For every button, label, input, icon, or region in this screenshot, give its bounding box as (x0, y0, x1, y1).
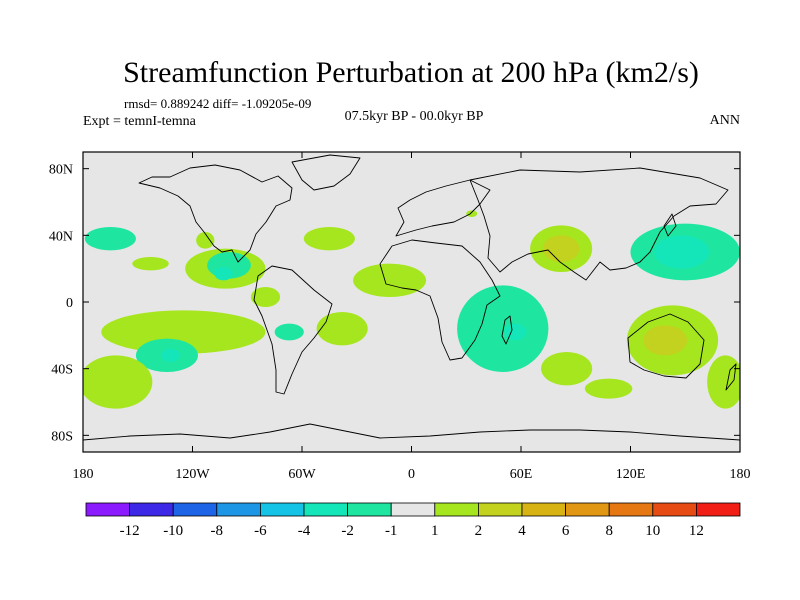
colorbar-label: -12 (120, 523, 140, 539)
region-n-pacific-east-low (85, 227, 136, 250)
stats-text: rmsd= 0.889242 diff= -1.09205e-09 (124, 96, 311, 111)
colorbar-swatch (217, 503, 261, 516)
colorbar-swatch (391, 503, 435, 516)
colorbar-swatch (348, 503, 392, 516)
y-tick-label: 40N (49, 229, 73, 244)
region-n-pacific-small-low (132, 257, 169, 270)
map-background (83, 152, 740, 452)
y-tick-label: 80N (49, 163, 73, 178)
map-plot: 180 120W 60W 0 60E 120E 180 80N 40N 0 40S 80S (49, 152, 751, 482)
colorbar-swatch (435, 503, 479, 516)
colorbar-label: -10 (163, 523, 183, 539)
period-text: 07.5kyr BP - 00.0kyr BP (345, 109, 484, 124)
x-tick-label: 120E (616, 467, 646, 482)
colorbar-swatch (304, 503, 348, 516)
colorbar-swatch (653, 503, 697, 516)
y-tick-label: 80S (51, 429, 73, 444)
x-tick-label: 180 (730, 467, 751, 482)
season-text: ANN (710, 113, 740, 128)
colorbar-swatch (696, 503, 740, 516)
colorbar-swatch (566, 503, 610, 516)
region-africa-low (457, 285, 548, 372)
region-s-pacific-low-core (161, 349, 179, 362)
region-n-atlantic-high (304, 227, 355, 250)
region-mideast-small-high (466, 210, 477, 217)
colorbar-swatch (130, 503, 174, 516)
colorbar-label: -4 (298, 523, 311, 539)
colorbar-swatch (522, 503, 566, 516)
region-indian-ocean-high (541, 352, 592, 385)
region-s-atlantic-high-south (79, 355, 152, 408)
colorbar-label: -1 (385, 523, 398, 539)
region-madagascar-low-core (505, 324, 527, 341)
colorbar-label: 1 (431, 523, 439, 539)
x-tick-label: 60E (510, 467, 533, 482)
colorbar-swatch (609, 503, 653, 516)
x-tick-label: 60W (288, 467, 316, 482)
colorbar-swatch (86, 503, 130, 516)
region-japan-low-core (654, 235, 709, 268)
x-tick-label: 0 (408, 467, 415, 482)
region-tropical-atlantic-high (353, 264, 426, 297)
x-tick-label: 120W (175, 467, 210, 482)
experiment-text: Expt = temnI-temna (83, 114, 197, 129)
colorbar-label: 10 (645, 523, 660, 539)
region-australia-core (643, 325, 687, 355)
x-tick-label: 180 (73, 467, 94, 482)
region-tibet-core (543, 235, 580, 262)
region-e-south-pacific-high (707, 355, 744, 408)
colorbar-label: -8 (211, 523, 224, 539)
colorbar-label: 12 (689, 523, 704, 539)
colorbar-label: 2 (475, 523, 483, 539)
region-brazil-low (275, 324, 304, 341)
y-tick-label: 40S (51, 363, 73, 378)
region-s-indian-high (585, 379, 632, 399)
colorbar-label: 6 (562, 523, 570, 539)
colorbar-label: 8 (605, 523, 613, 539)
chart-title: Streamfunction Perturbation at 200 hPa (… (123, 56, 699, 89)
colorbar-label: -6 (254, 523, 267, 539)
colorbar-swatch (173, 503, 217, 516)
y-tick-label: 0 (66, 296, 73, 311)
colorbar-swatch (260, 503, 304, 516)
colorbar-label: -2 (341, 523, 354, 539)
colorbar-label: 4 (518, 523, 526, 539)
colorbar: -12-10-8-6-4-2-1124681012 (86, 503, 740, 539)
region-caribbean-small-low (214, 267, 232, 280)
colorbar-swatch (478, 503, 522, 516)
figure: Streamfunction Perturbation at 200 hPa (… (0, 0, 800, 600)
region-s-atlantic-high (317, 312, 368, 345)
